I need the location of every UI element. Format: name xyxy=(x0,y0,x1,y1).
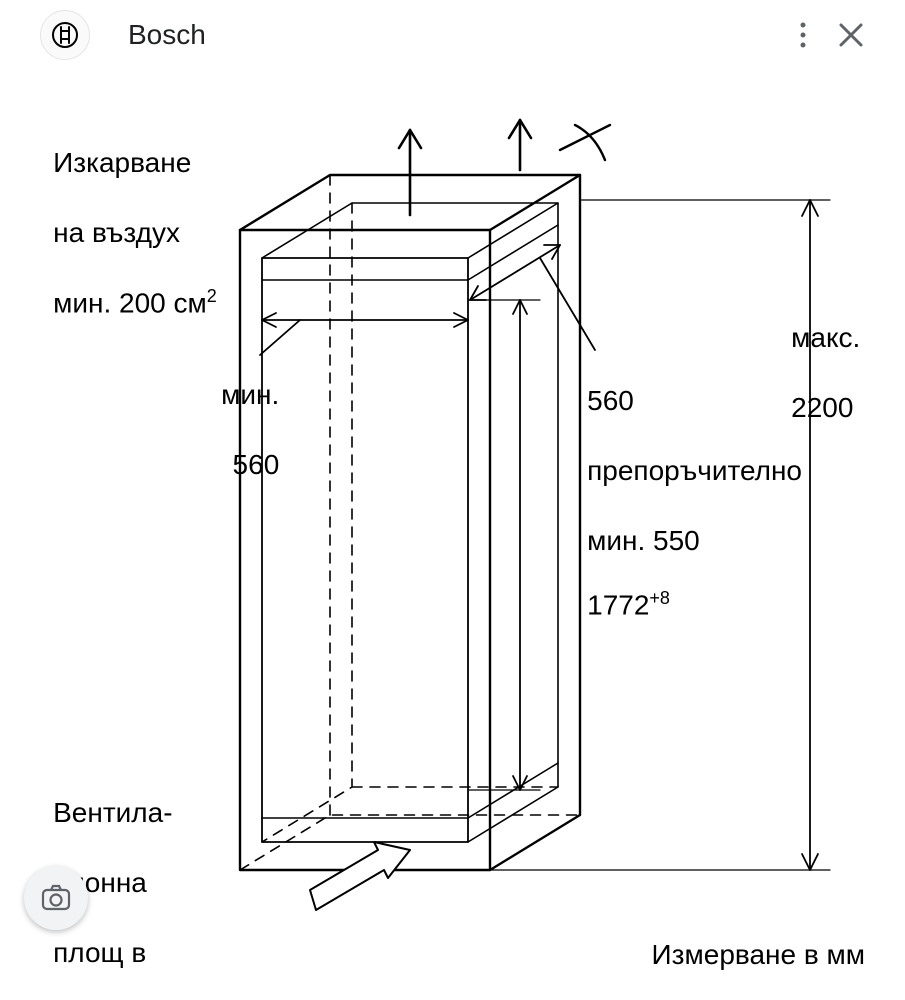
inner-height-value: 1772 xyxy=(587,589,649,620)
width-min-value: 560 xyxy=(233,449,280,480)
inner-height-sup: +8 xyxy=(649,588,670,608)
outer-height-label: макс. 2200 xyxy=(760,285,860,460)
air-out-line1: Изкарване xyxy=(53,147,191,178)
outer-height-value: 2200 xyxy=(791,392,853,423)
width-min-word: мин. xyxy=(221,379,279,410)
camera-icon xyxy=(39,881,73,915)
air-out-label: Изкарване на въздух мин. 200 см2 xyxy=(22,110,217,355)
width-min-label: мин. 560 xyxy=(190,342,279,517)
air-out-line2: на въздух xyxy=(53,217,180,248)
outer-height-word: макс. xyxy=(791,322,860,353)
vent-line1: Вентила- xyxy=(53,797,172,828)
units-note: Измерване в мм xyxy=(652,937,865,972)
air-out-sup: 2 xyxy=(207,286,217,306)
depth-value: 560 xyxy=(587,385,634,416)
page: Bosch xyxy=(0,0,905,1000)
image-search-fab[interactable] xyxy=(24,866,88,930)
vent-line3: площ в xyxy=(53,937,146,968)
air-out-line3: мин. 200 см xyxy=(53,287,207,318)
inner-height-label: 1772+8 xyxy=(556,552,670,657)
